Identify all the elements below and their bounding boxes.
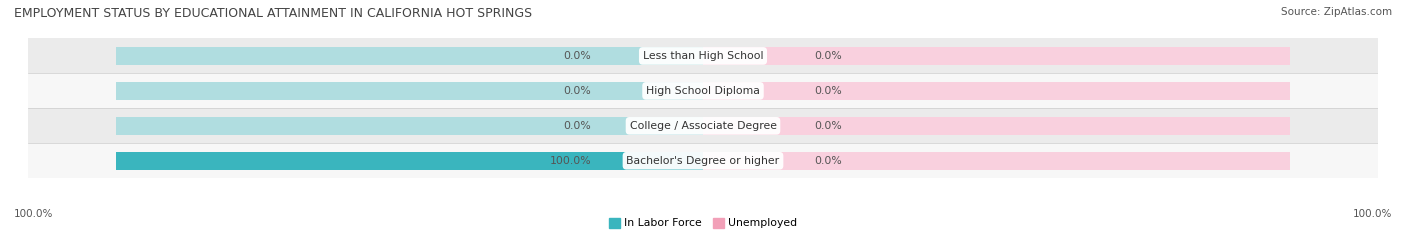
Text: 100.0%: 100.0% (550, 156, 592, 166)
Bar (28, 143, 1378, 178)
Text: 100.0%: 100.0% (1353, 209, 1392, 219)
Bar (117, 82, 703, 100)
Bar (703, 152, 1289, 170)
Bar (117, 117, 703, 135)
Text: High School Diploma: High School Diploma (647, 86, 759, 96)
Legend: In Labor Force, Unemployed: In Labor Force, Unemployed (605, 214, 801, 233)
Text: 0.0%: 0.0% (814, 121, 842, 131)
Bar (117, 47, 703, 65)
Bar (28, 38, 1378, 73)
Text: 0.0%: 0.0% (564, 51, 592, 61)
Text: 0.0%: 0.0% (564, 121, 592, 131)
Bar (28, 108, 1378, 143)
Text: Source: ZipAtlas.com: Source: ZipAtlas.com (1281, 7, 1392, 17)
Bar (117, 152, 703, 170)
Bar (703, 47, 1289, 65)
Text: 0.0%: 0.0% (564, 86, 592, 96)
Text: EMPLOYMENT STATUS BY EDUCATIONAL ATTAINMENT IN CALIFORNIA HOT SPRINGS: EMPLOYMENT STATUS BY EDUCATIONAL ATTAINM… (14, 7, 533, 20)
Text: College / Associate Degree: College / Associate Degree (630, 121, 776, 131)
Text: 0.0%: 0.0% (814, 51, 842, 61)
Bar (28, 73, 1378, 108)
Text: Bachelor's Degree or higher: Bachelor's Degree or higher (627, 156, 779, 166)
Text: 0.0%: 0.0% (814, 156, 842, 166)
Bar (117, 152, 703, 170)
Text: 100.0%: 100.0% (14, 209, 53, 219)
Bar (703, 82, 1289, 100)
Text: Less than High School: Less than High School (643, 51, 763, 61)
Text: 0.0%: 0.0% (814, 86, 842, 96)
Bar (703, 117, 1289, 135)
